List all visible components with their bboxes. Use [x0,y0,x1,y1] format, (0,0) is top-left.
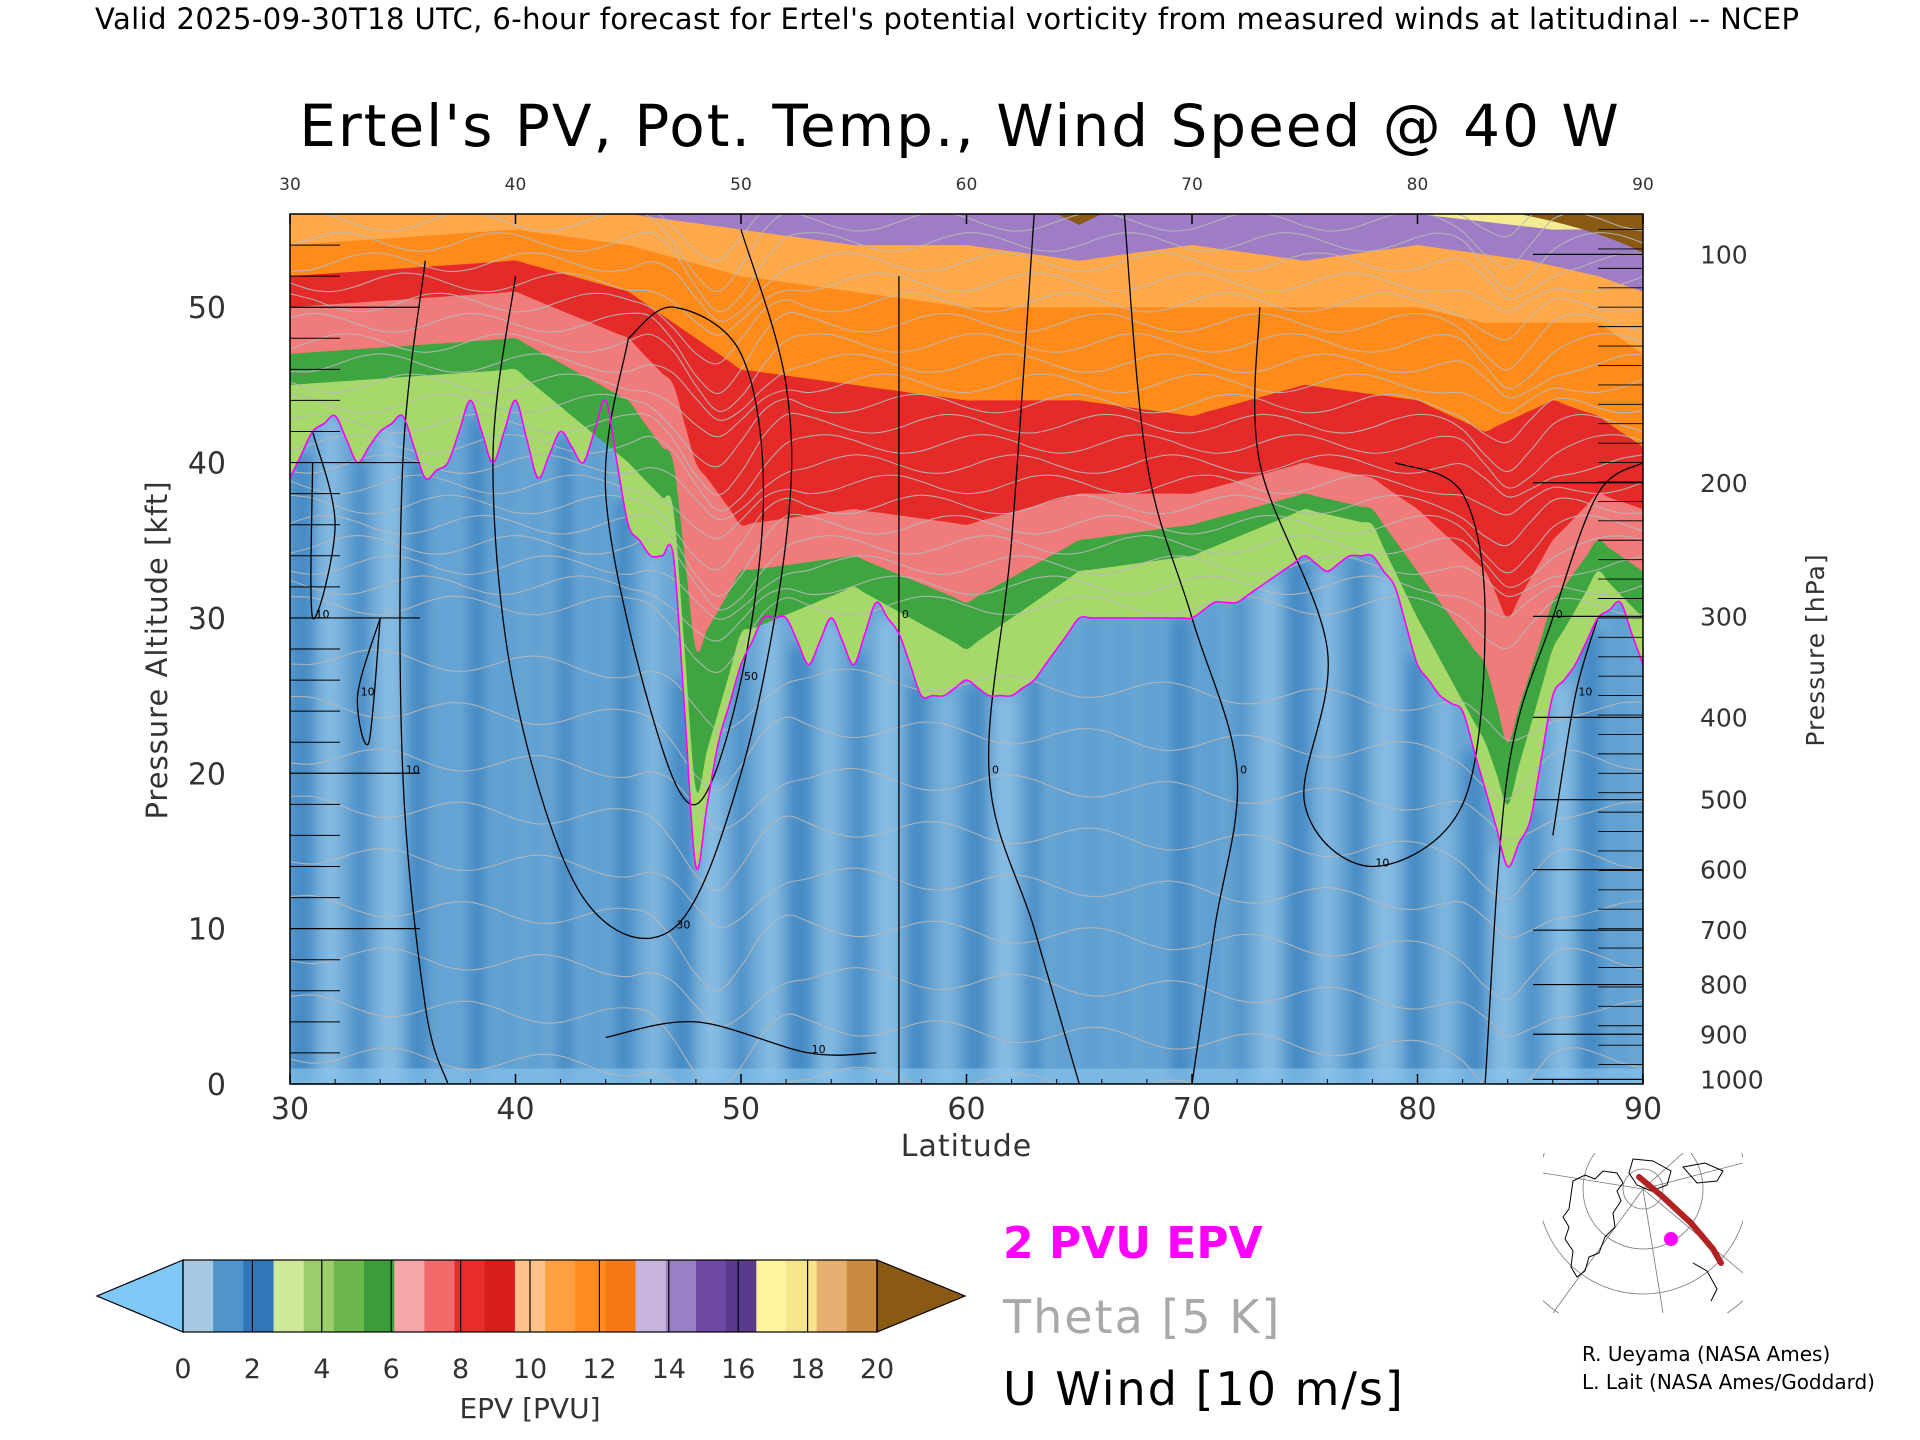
tropopause-line [290,399,1643,870]
wind-contour-label: 0 [1556,608,1563,621]
wind-contour-label: 0 [992,763,999,776]
troposphere-texture [290,419,1628,1084]
y-tick-label: 50 [188,291,226,326]
x-tick-label: 40 [496,1092,534,1127]
y2-axis-label: Pressure [hPa] [1801,553,1830,746]
pressure-tick-label: 900 [1700,1020,1748,1049]
x-top-tick-label: 80 [1407,175,1429,195]
x-top-tick-label: 40 [505,175,527,195]
x-tick-label: 50 [722,1092,760,1127]
x-top-tick-label: 50 [730,175,752,195]
x-top-tick-label: 90 [1632,175,1654,195]
x-axis-label: Latitude [901,1129,1032,1164]
x-top-tick-label: 70 [1181,175,1203,195]
credit-1: R. Ueyama (NASA Ames) [1582,1342,1831,1366]
wind-contour [1254,307,1486,868]
x-top-tick-label: 30 [279,175,301,195]
y-tick-label: 20 [188,757,226,792]
wind-contour-label: 10 [812,1043,826,1056]
y-tick-label: 30 [188,602,226,637]
wind-contour [310,431,336,620]
pressure-tick-label: 200 [1700,469,1748,498]
pressure-tick-label: 100 [1700,240,1748,269]
wind-contour [604,306,765,806]
legend-wind: U Wind [10 m/s] [1003,1362,1405,1416]
pressure-tick-label: 800 [1700,971,1748,1000]
legend-theta: Theta [5 K] [1003,1290,1282,1344]
pv-band-20-b [1056,214,1102,225]
pv-band-14 [290,214,1643,292]
wind-contour-label: 50 [744,670,758,683]
wind-contour-label: 0 [902,608,909,621]
pressure-tick-label: 600 [1700,856,1748,885]
wind-contour-label: 10 [1578,686,1592,699]
axes: 3030404050506060707080809090010203040501… [140,175,1830,1164]
y-tick-label: 40 [188,447,226,482]
pressure-tick-label: 500 [1700,786,1748,815]
legend-2pvu: 2 PVU EPV [1003,1218,1263,1269]
y-tick-label: 0 [207,1068,226,1103]
wind-contour [399,260,449,1084]
wind-contour-label: 10 [361,686,375,699]
pressure-tick-label: 1000 [1700,1065,1764,1094]
tropopause-2pvu [290,399,1643,870]
pressure-tick-label: 700 [1700,916,1748,945]
x-top-tick-label: 60 [956,175,978,195]
x-tick-label: 80 [1398,1092,1436,1127]
locator-map [1543,1153,1743,1313]
validity-header: Valid 2025-09-30T18 UTC, 6-hour forecast… [95,2,1800,36]
wind-contour-label: 0 [1240,763,1247,776]
wind-contour-label: 10 [1375,857,1389,870]
wind-contour [1123,214,1239,1084]
epv-field [290,214,1643,1084]
wind-contour [1484,462,1643,1084]
wind-contour [492,229,793,939]
x-tick-label: 30 [271,1092,309,1127]
chart-title: Ertel's PV, Pot. Temp., Wind Speed @ 40 … [299,92,1621,160]
x-tick-label: 60 [947,1092,985,1127]
wind-contour [356,617,381,746]
wind-contour-label: 10 [316,608,330,621]
wind-contours: 10 10 10 30 50 0 0 0 10 0 10 10 [310,214,1643,1084]
credit-2: L. Lait (NASA Ames/Goddard) [1582,1370,1875,1394]
wind-contour-label: 30 [676,919,690,932]
wind-contour [605,1020,877,1056]
pressure-tick-label: 400 [1700,703,1748,732]
pv-band-17 [1079,214,1643,246]
y-axis-label: Pressure Altitude [kft] [140,480,174,819]
pressure-tick-label: 300 [1700,602,1748,631]
wind-contour [987,214,1080,1084]
wind-contour-label: 10 [406,763,420,776]
x-tick-label: 90 [1624,1092,1662,1127]
y-tick-label: 10 [188,913,226,948]
x-tick-label: 70 [1173,1092,1211,1127]
wind-contour [1552,617,1599,836]
